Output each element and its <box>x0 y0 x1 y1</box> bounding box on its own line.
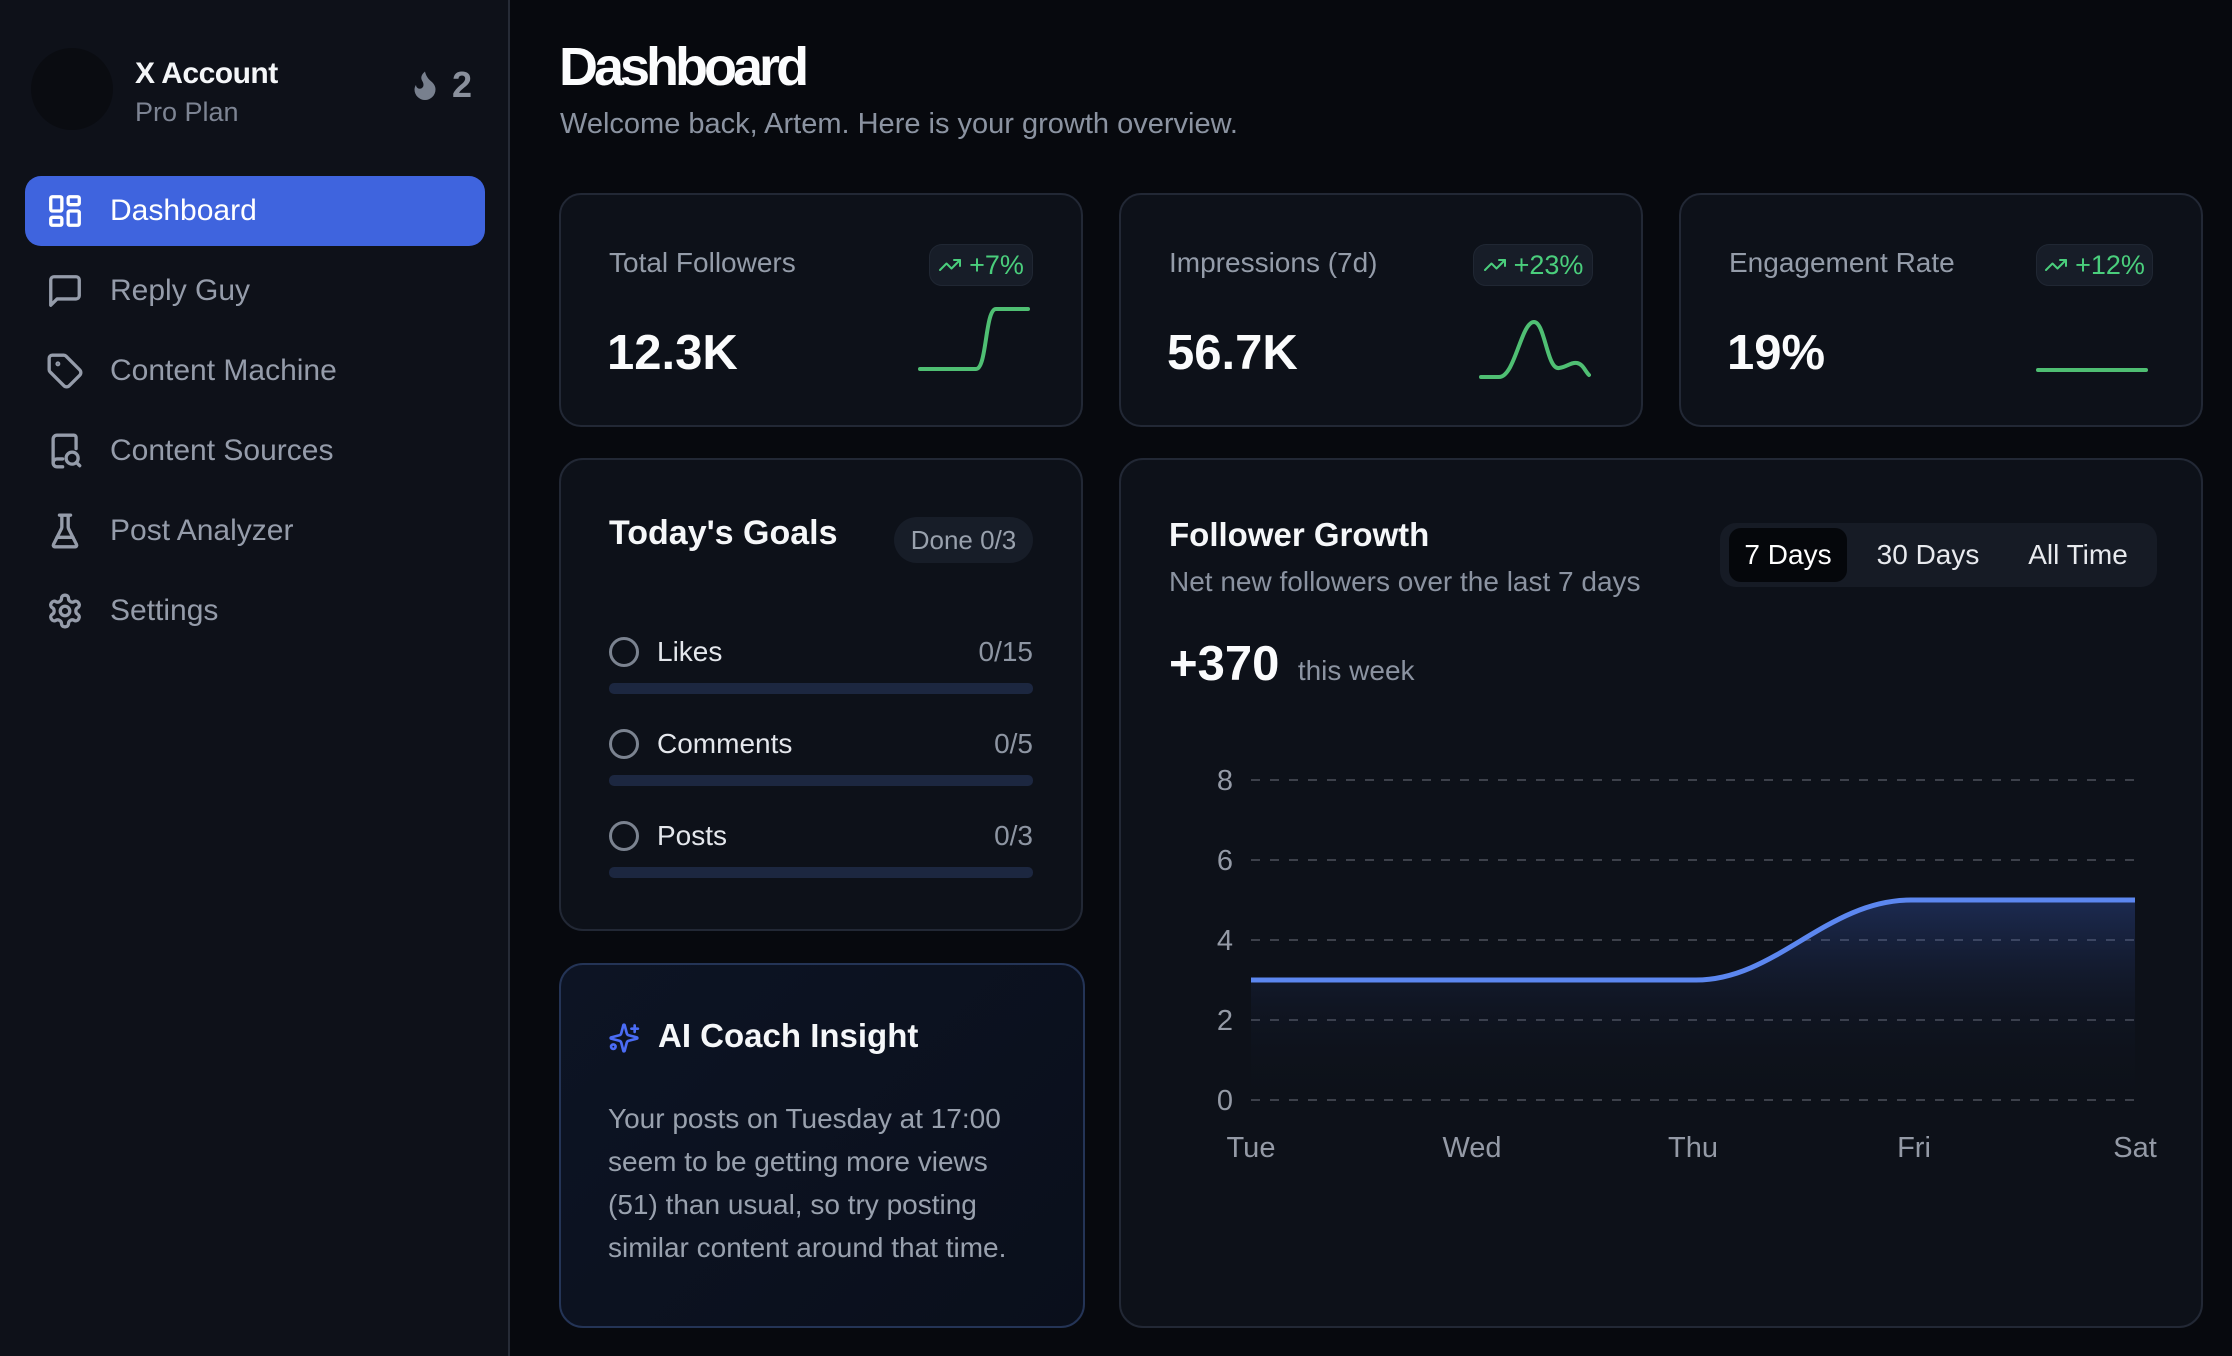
svg-text:0: 0 <box>1217 1085 1233 1117</box>
svg-text:8: 8 <box>1217 765 1233 797</box>
svg-text:Tue: Tue <box>1227 1132 1276 1164</box>
svg-text:4: 4 <box>1217 925 1233 957</box>
svg-text:2: 2 <box>1217 1005 1233 1037</box>
svg-text:Thu: Thu <box>1668 1132 1718 1164</box>
svg-text:6: 6 <box>1217 845 1233 877</box>
svg-text:Sat: Sat <box>2113 1132 2157 1164</box>
svg-text:Fri: Fri <box>1897 1132 1931 1164</box>
svg-text:Wed: Wed <box>1442 1132 1501 1164</box>
